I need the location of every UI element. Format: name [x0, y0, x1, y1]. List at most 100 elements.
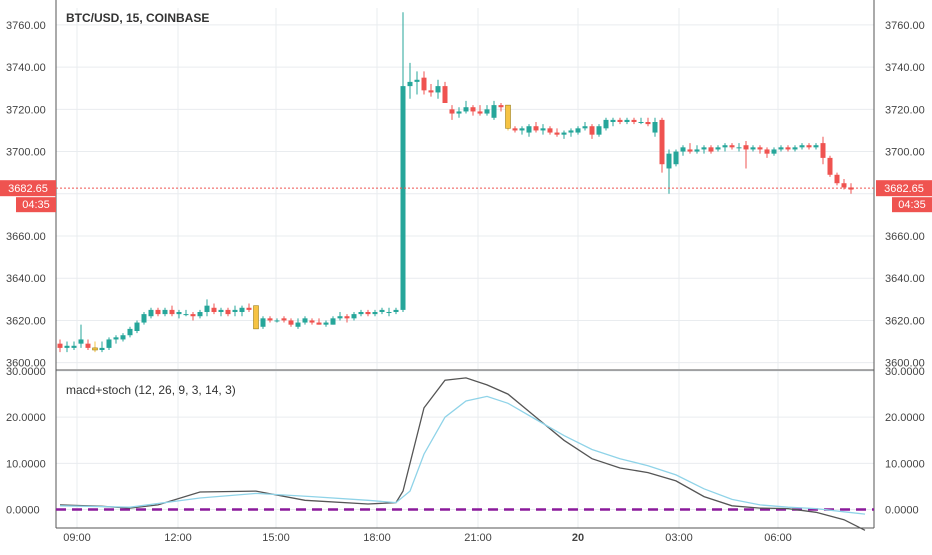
- candle-body: [736, 147, 742, 149]
- countdown-text: 04:35: [22, 199, 50, 211]
- candle-body: [85, 343, 91, 348]
- candle-body: [694, 149, 700, 152]
- candle-body: [820, 143, 826, 158]
- candle-body: [680, 147, 686, 152]
- candle-body: [155, 309, 161, 315]
- candle-body: [491, 105, 497, 118]
- candle-body: [113, 337, 119, 340]
- time-tick: 21:00: [464, 532, 492, 544]
- candle-body: [365, 312, 371, 315]
- indicator-tick-left: 30.0000: [6, 366, 46, 378]
- candle-body: [309, 320, 315, 323]
- indicator-tick-left: 20.0000: [6, 412, 46, 424]
- signal-line: [59, 395, 866, 515]
- right-price-tick: 3640.00: [885, 273, 925, 285]
- candle-body: [316, 322, 322, 325]
- candle-body: [645, 122, 651, 125]
- right-price-tick: 3760.00: [885, 20, 925, 32]
- candle-body: [841, 183, 847, 188]
- indicator-tick-right: 20.0000: [885, 412, 925, 424]
- right-price-axis[interactable]: 3600.00 3620.00 3640.00 3660.00 3700.00 3720.…: [885, 20, 925, 370]
- candle-body: [323, 322, 329, 325]
- candle-body: [603, 119, 609, 129]
- symbol-title: BTC/USD, 15, COINBASE: [66, 11, 209, 25]
- candle-body: [64, 345, 70, 348]
- candle-body: [57, 343, 63, 348]
- candle-body: [729, 145, 735, 148]
- price-tags: 3682.65 04:35 3682.65 04:35: [0, 180, 932, 213]
- candle-body: [624, 119, 630, 122]
- candle-body: [561, 132, 567, 135]
- candle-body: [610, 119, 616, 122]
- last-price-text: 3682.65: [884, 183, 924, 195]
- candle-body: [722, 145, 728, 148]
- candle-body: [512, 128, 518, 131]
- candle-body: [701, 147, 707, 150]
- candle-body: [785, 147, 791, 150]
- left-price-tick: 3620.00: [6, 315, 46, 327]
- candle-body: [351, 314, 357, 319]
- candle-body: [708, 147, 714, 152]
- candle-body: [505, 104, 511, 129]
- candle-body: [757, 147, 763, 150]
- candle-body: [358, 312, 364, 315]
- candle-body: [659, 119, 665, 165]
- time-tick: 06:00: [764, 532, 792, 544]
- indicator-tick-right: 0.0000: [885, 505, 919, 517]
- candle-body: [281, 318, 287, 321]
- candle-body: [582, 126, 588, 129]
- candle-body: [547, 128, 553, 133]
- candle-body: [260, 318, 266, 327]
- chart-frame: [55, 0, 875, 529]
- right-price-tick: 3620.00: [885, 315, 925, 327]
- candle-body: [666, 153, 672, 169]
- candle-body: [568, 130, 574, 133]
- candle-body: [743, 145, 749, 150]
- candle-body: [813, 145, 819, 148]
- candle-body: [106, 339, 112, 348]
- candle-body: [239, 307, 245, 312]
- right-price-tick: 3740.00: [885, 62, 925, 74]
- candle-body: [407, 81, 413, 87]
- candle-body: [792, 147, 798, 150]
- time-tick: 18:00: [363, 532, 391, 544]
- candles-layer: [57, 12, 854, 353]
- candle-body: [764, 149, 770, 154]
- candle-body: [295, 322, 301, 327]
- candle-body: [631, 119, 637, 122]
- candle-body: [267, 318, 273, 321]
- candle-body: [848, 187, 854, 190]
- candle-body: [344, 316, 350, 319]
- countdown-tag: [16, 197, 56, 213]
- candle-body: [162, 309, 168, 315]
- last-price-text: 3682.65: [8, 183, 48, 195]
- candle-body: [337, 316, 343, 319]
- candle-body: [330, 318, 336, 325]
- left-price-tick: 3700.00: [6, 147, 46, 159]
- candle-body: [246, 307, 252, 310]
- right-price-tick: 3720.00: [885, 104, 925, 116]
- indicator-axis: 0.0000 0.0000 10.0000 10.0000 20.0000 20.0000…: [6, 366, 925, 517]
- candle-body: [456, 111, 462, 114]
- candle-body: [400, 86, 406, 310]
- left-price-tick: 3640.00: [6, 273, 46, 285]
- candle-body: [750, 147, 756, 150]
- candle-body: [449, 109, 455, 114]
- candle-body: [806, 145, 812, 148]
- candle-body: [92, 347, 98, 351]
- candle-body: [799, 145, 805, 148]
- candle-body: [393, 309, 399, 312]
- candle-body: [596, 126, 602, 135]
- time-axis[interactable]: 09:00 12:00 15:00 18:00 21:00 20 03:00 06:00: [63, 532, 792, 544]
- candle-body: [526, 126, 532, 133]
- candle-body: [477, 111, 483, 114]
- candle-body: [148, 309, 154, 317]
- candle-body: [638, 122, 644, 123]
- left-last-price-tag: [0, 180, 56, 197]
- candle-body: [778, 147, 784, 150]
- time-tick: 12:00: [164, 532, 192, 544]
- indicator-tick-right: 10.0000: [885, 458, 925, 470]
- time-tick: 20: [572, 532, 584, 544]
